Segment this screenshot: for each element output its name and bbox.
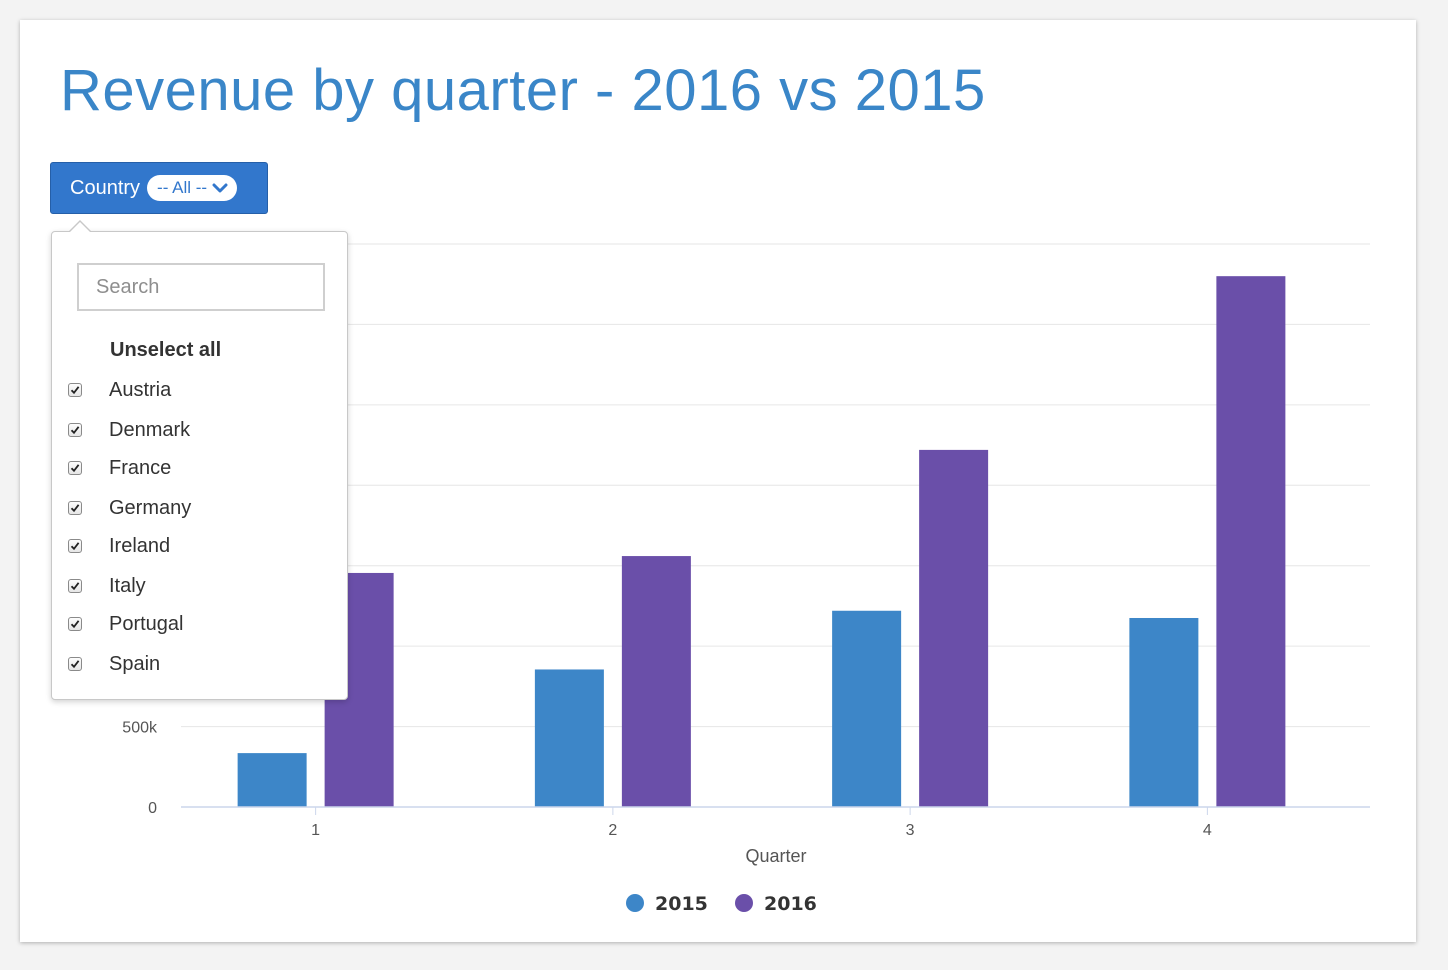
country-option[interactable]: Portugal bbox=[68, 611, 184, 637]
country-option-label: Austria bbox=[109, 378, 172, 401]
country-option[interactable]: Italy bbox=[68, 573, 146, 599]
country-option-label: France bbox=[109, 456, 172, 479]
bar-2016 bbox=[621, 556, 691, 807]
checkmark-icon bbox=[70, 386, 80, 395]
checkmark-icon bbox=[70, 620, 80, 629]
bar-2016 bbox=[1216, 276, 1286, 808]
dropdown-caret-fill bbox=[69, 222, 91, 233]
bar-2016 bbox=[919, 449, 989, 807]
country-checkbox[interactable] bbox=[68, 461, 82, 475]
bar-2015 bbox=[1129, 617, 1199, 807]
checkmark-icon bbox=[70, 582, 80, 591]
country-option[interactable]: Austria bbox=[68, 377, 171, 403]
bar-2015 bbox=[832, 610, 902, 807]
checkmark-icon bbox=[70, 504, 80, 513]
y-tick-label: 0 bbox=[148, 800, 157, 817]
y-tick-label: 500k bbox=[122, 720, 158, 737]
legend-marker-2015 bbox=[626, 894, 644, 912]
country-option[interactable]: France bbox=[68, 455, 171, 481]
x-tick-label: 4 bbox=[1203, 822, 1212, 839]
country-filter-dropdown: Unselect all Austria Denmark France Germany… bbox=[51, 220, 348, 700]
country-option[interactable]: Germany bbox=[68, 495, 191, 521]
country-checkbox[interactable] bbox=[68, 383, 82, 397]
page-title: Revenue by quarter - 2016 vs 2015 bbox=[60, 58, 986, 123]
country-checkbox[interactable] bbox=[68, 539, 82, 553]
bar-2015 bbox=[237, 753, 307, 807]
country-option-label: Ireland bbox=[109, 534, 171, 557]
checkmark-icon bbox=[70, 464, 80, 473]
checkmark-icon bbox=[70, 426, 80, 435]
country-checkbox[interactable] bbox=[68, 657, 82, 671]
chart-card: Revenue by quarter - 2016 vs 2015 Countr… bbox=[20, 20, 1416, 942]
country-checkbox[interactable] bbox=[68, 501, 82, 515]
country-filter-button[interactable]: Country -- All -- bbox=[50, 162, 268, 214]
country-option-label: Germany bbox=[109, 496, 192, 519]
country-option-label: Italy bbox=[109, 574, 146, 597]
x-tick-label: 2 bbox=[608, 822, 617, 839]
country-search-input[interactable] bbox=[77, 263, 325, 311]
x-axis-title: Quarter bbox=[745, 846, 806, 866]
country-filter-value: -- All -- bbox=[157, 178, 208, 197]
country-option-label: Portugal bbox=[109, 612, 184, 635]
bar-chart: 0 500k 1 2 3 4 Quarter 2015 2016 bbox=[122, 243, 1370, 915]
country-checkbox[interactable] bbox=[68, 579, 82, 593]
legend-label: 2015 bbox=[655, 893, 708, 915]
country-option[interactable]: Ireland bbox=[68, 533, 170, 559]
x-tick-label: 3 bbox=[906, 822, 915, 839]
country-option[interactable]: Denmark bbox=[68, 417, 190, 443]
chevron-down-icon bbox=[212, 182, 228, 194]
x-tick-label: 1 bbox=[311, 822, 320, 839]
bar-2015 bbox=[534, 669, 604, 807]
unselect-all-button[interactable]: Unselect all bbox=[110, 339, 222, 361]
country-option[interactable]: Spain bbox=[68, 651, 160, 677]
checkmark-icon bbox=[70, 542, 80, 551]
country-option-label: Spain bbox=[109, 652, 161, 675]
country-filter-value-pill[interactable]: -- All -- bbox=[147, 175, 238, 201]
country-option-label: Denmark bbox=[109, 418, 191, 441]
country-checkbox[interactable] bbox=[68, 423, 82, 437]
legend-label: 2016 bbox=[764, 893, 817, 915]
country-filter-label: Country bbox=[70, 176, 141, 199]
checkmark-icon bbox=[70, 660, 80, 669]
legend-marker-2016 bbox=[735, 894, 753, 912]
country-checkbox[interactable] bbox=[68, 617, 82, 631]
